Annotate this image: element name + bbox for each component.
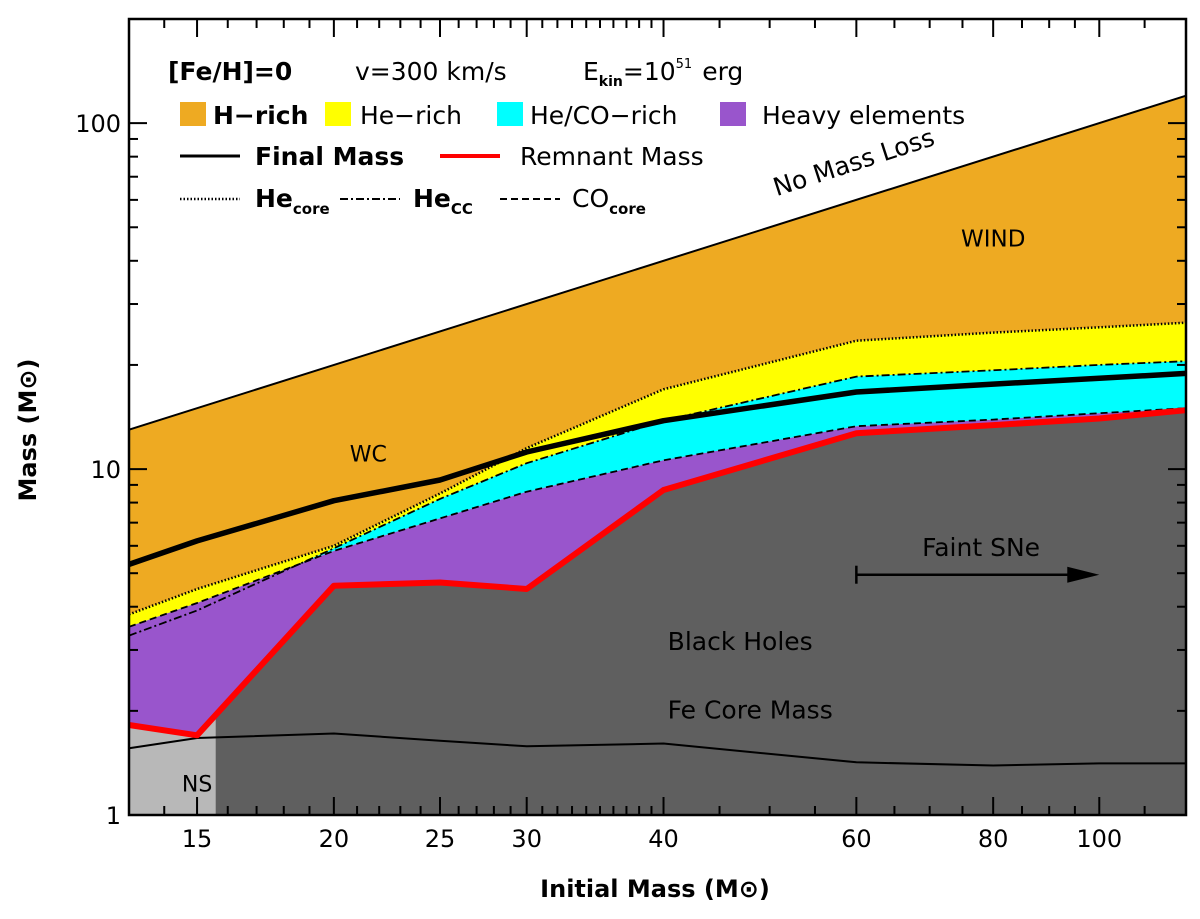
he-core-sub: core [293,200,330,218]
plot-border [127,17,1188,817]
legend-label-he-cc: HeCC [413,184,473,218]
legend-label-co-core: COcore [572,184,646,218]
chart-regions [129,95,1186,815]
arrow-head [1067,566,1100,583]
legend-label-h-rich: H−rich [213,101,308,130]
legend-label-final-mass: Final Mass [255,142,404,171]
line-co-core [128,407,1187,628]
condition-feh: [Fe/H]=0 [168,57,292,86]
line-no-mass-loss [128,94,1187,431]
y-axis-label: Mass (M⊙) [14,359,42,502]
line-fe-core-mass [128,732,1186,767]
region-black-holes [129,410,1186,815]
region-wind-h-rich [129,95,1186,615]
legend-conditions: [Fe/H]=0 v=300 km/s Ekin=1051 erg [168,57,743,90]
x-tick-label: 40 [648,825,679,853]
x-tick-label: 30 [511,825,542,853]
y-tick-label: 10 [90,456,121,484]
x-tick-label: 80 [978,825,1009,853]
annotation-fe-core-mass: Fe Core Mass [668,696,833,725]
y-tick-label: 100 [75,110,121,138]
ekin-exp: 51 [676,57,693,72]
x-tick-label: 60 [841,825,872,853]
axis-ticks: 1 10 100 15 20 25 30 40 60 80 100 [75,18,1187,853]
legend-label-remnant-mass: Remnant Mass [520,142,704,171]
region-he-rich [129,322,1186,636]
line-he-core [128,321,1187,616]
x-tick-label: 15 [182,825,213,853]
annotation-faint-sne: Faint SNe [922,533,1040,562]
co-core-base: CO [572,184,609,213]
ekin-sub: kin [599,74,623,90]
legend-label-heavy: Heavy elements [762,101,965,130]
he-cc-base: He [413,184,451,213]
annotation-ns: NS [182,772,212,797]
he-cc-sub: CC [451,200,473,218]
chart-curves [128,94,1187,767]
ekin-base: E [583,57,599,86]
legend-label-he-core: Hecore [255,184,330,218]
ekin-unit: erg [702,57,743,86]
legend-label-heco-rich: He/CO−rich [530,101,678,130]
line-final-mass [128,370,1187,567]
region-heavy-elements [129,408,1186,736]
region-heco-rich [129,361,1186,636]
x-tick-label: 100 [1076,825,1122,853]
legend-swatch-h-rich [180,102,206,126]
ekin-eq: =10 [623,57,676,86]
condition-ekin: Ekin=1051 erg [583,57,743,90]
x-tick-label: 25 [425,825,456,853]
annotation-wc: WC [350,443,387,468]
plot-frame [127,17,1188,817]
line-remnant-mass [128,407,1187,739]
x-tick-label: 20 [319,825,350,853]
he-core-base: He [255,184,293,213]
legend-swatch-he-rich [325,102,351,126]
x-axis-label: Initial Mass (M⊙) [540,875,770,903]
legend-swatch-heavy [720,102,746,126]
y-tick-label: 1 [106,802,121,830]
co-core-sub: core [609,200,646,218]
annotation-wind: WIND [961,227,1025,253]
legend-label-he-rich: He−rich [360,101,462,130]
line-he-cc [128,360,1187,637]
legend-lines: Final Mass Remnant Mass Hecore HeCC COco… [180,142,704,218]
legend-swatch-heco-rich [497,102,523,126]
condition-velocity: v=300 km/s [355,57,507,86]
annotation-black-holes: Black Holes [668,627,813,656]
faint-sne-arrow [855,565,1100,584]
legend-regions: H−rich He−rich He/CO−rich Heavy elements [180,101,965,130]
region-neutron-stars [129,714,216,815]
